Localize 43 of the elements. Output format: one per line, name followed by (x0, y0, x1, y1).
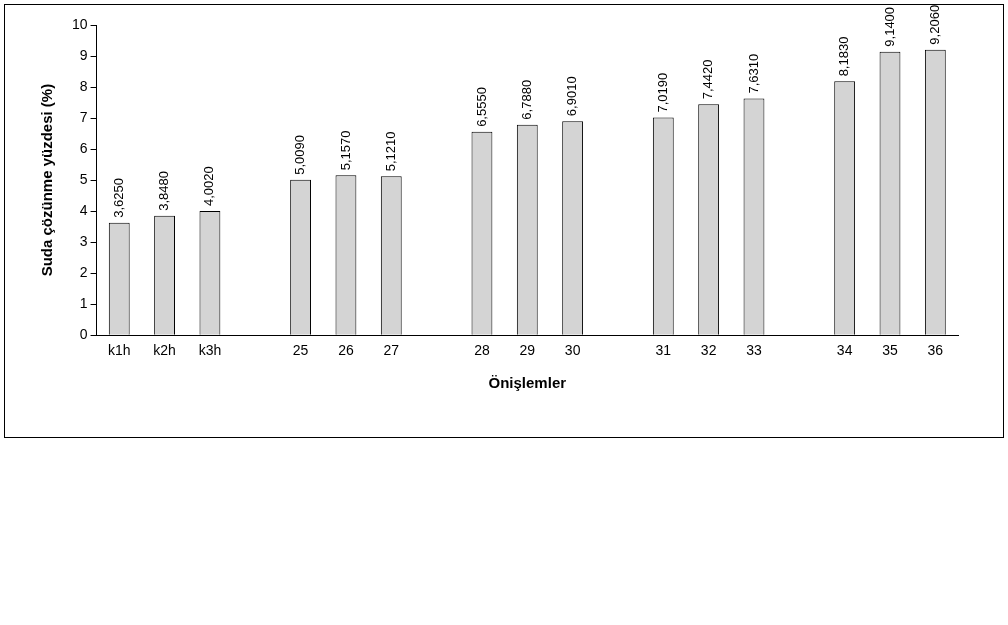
x-tick-label: 30 (564, 342, 581, 359)
data-label: 9,2060 (926, 4, 942, 45)
y-tick-label: 6 (79, 139, 88, 156)
y-tick-label: 0 (79, 326, 88, 343)
x-tick-label: 28 (474, 342, 490, 359)
x-tick-label: 31 (655, 342, 672, 359)
x-tick-label: 33 (746, 342, 762, 359)
x-tick-label: 26 (338, 342, 354, 359)
y-tick-label: 4 (79, 201, 88, 218)
x-tick-label: k1h (107, 342, 131, 359)
y-axis-title: Suda çözünme yüzdesi (%) (38, 83, 56, 277)
x-tick-label: 29 (519, 342, 536, 359)
y-tick-label: 8 (79, 77, 88, 94)
data-label: 7,6310 (745, 53, 761, 94)
y-tick-label: 10 (71, 15, 88, 32)
data-label: 6,7880 (518, 79, 534, 120)
data-label: 5,1210 (382, 131, 398, 172)
y-tick-label: 7 (79, 108, 88, 125)
y-tick-label: 9 (79, 46, 88, 63)
data-label: 6,9010 (564, 76, 580, 117)
data-label: 7,0190 (654, 72, 670, 113)
x-tick-label: k2h (153, 342, 176, 359)
y-tick-label: 3 (79, 233, 88, 249)
x-axis-title: Önişlemler (488, 374, 567, 392)
data-label: 4,0020 (201, 166, 217, 207)
y-tick-label: 2 (79, 264, 88, 281)
x-tick-label: 35 (882, 342, 898, 359)
data-label: 6,5550 (473, 87, 489, 127)
data-label: 9,1400 (881, 6, 897, 47)
y-tick-label: 5 (79, 170, 88, 187)
x-tick-label: 25 (292, 342, 309, 359)
data-label: 5,0090 (292, 135, 308, 175)
y-tick-label: 1 (79, 295, 88, 312)
x-tick-label: 32 (700, 342, 717, 359)
x-tick-label: 36 (927, 342, 944, 359)
data-label: 3,8480 (156, 171, 172, 211)
x-tick-label: 27 (383, 342, 400, 359)
data-label: 7,4420 (700, 59, 716, 100)
data-label: 3,6250 (110, 177, 126, 218)
data-label: 8,1830 (836, 36, 852, 77)
data-label: 5,1570 (337, 130, 353, 171)
x-tick-label: 34 (836, 342, 853, 359)
x-tick-label: k3h (198, 342, 222, 359)
